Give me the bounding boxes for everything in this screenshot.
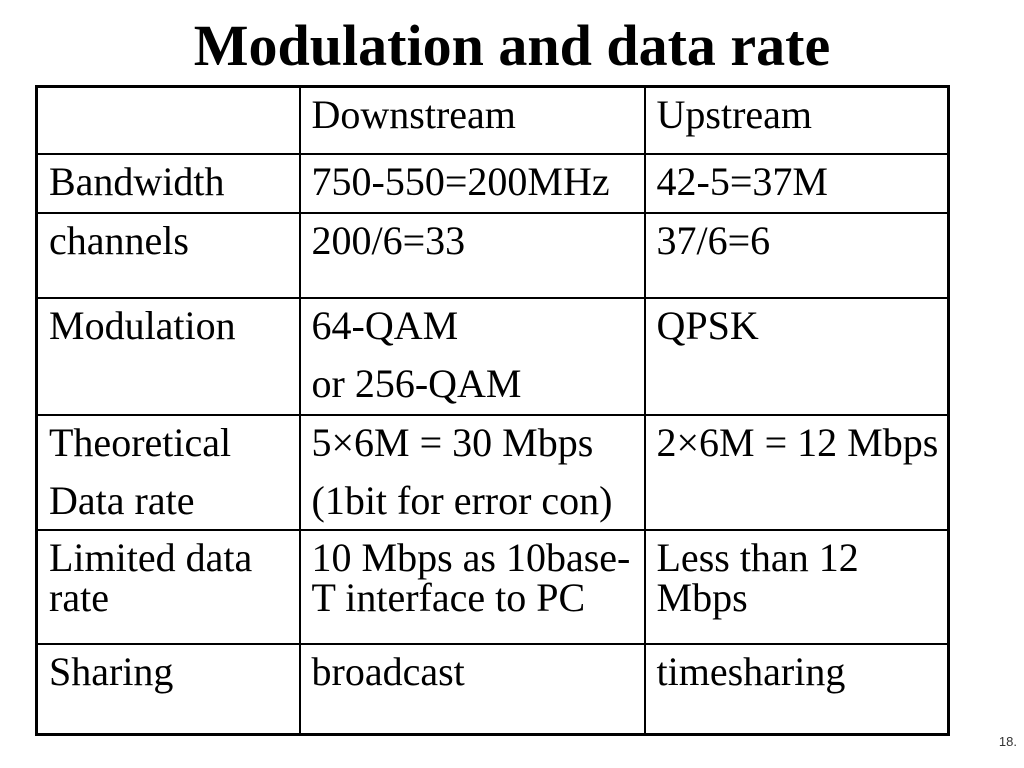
cell-paragraph: 10 Mbps as 10base- T interface to PC bbox=[311, 534, 631, 620]
cell-paragraph: 5×6M = 30 Mbps bbox=[311, 419, 594, 465]
cell-paragraph: Data rate bbox=[49, 477, 195, 523]
table-cell: channels bbox=[35, 211, 301, 299]
table-cell: timesharing bbox=[643, 642, 950, 736]
cell-paragraph: or 256-QAM bbox=[311, 360, 522, 406]
cell-paragraph: 37/6=6 bbox=[656, 217, 771, 263]
cell-paragraph: 200/6=33 bbox=[311, 217, 466, 263]
cell-paragraph: Sharing bbox=[49, 648, 174, 694]
cell-paragraph: Less than 12 Mbps bbox=[656, 534, 859, 620]
cell-paragraph: Theoretical bbox=[49, 419, 232, 465]
table-cell: 42-5=37M bbox=[643, 152, 950, 214]
cell-paragraph: 2×6M = 12 Mbps bbox=[656, 419, 939, 465]
cell-paragraph: broadcast bbox=[311, 648, 465, 694]
cell-paragraph: Downstream bbox=[311, 92, 516, 137]
table-cell: 37/6=6 bbox=[643, 211, 950, 299]
cell-paragraph: Modulation bbox=[49, 302, 236, 348]
cell-paragraph: Limited data rate bbox=[49, 534, 253, 620]
cell-paragraph: channels bbox=[49, 217, 189, 263]
table-cell: 750-550=200MHz bbox=[298, 152, 646, 214]
table-cell: 10 Mbps as 10base- T interface to PC bbox=[298, 528, 646, 645]
table-cell: 5×6M = 30 Mbps (1bit for error con) bbox=[298, 413, 646, 531]
table-cell: QPSK bbox=[643, 296, 950, 416]
header-cell-blank bbox=[35, 85, 301, 155]
table-row: Modulation 64-QAM or 256-QAM QPSK bbox=[35, 296, 950, 416]
table-row: Bandwidth 750-550=200MHz 42-5=37M bbox=[35, 152, 950, 214]
cell-paragraph: (1bit for error con) bbox=[311, 477, 613, 523]
table-cell: Bandwidth bbox=[35, 152, 301, 214]
cell-paragraph: 750-550=200MHz bbox=[311, 158, 610, 204]
header-cell-downstream: Downstream bbox=[298, 85, 646, 155]
table-cell: Limited data rate bbox=[35, 528, 301, 645]
table-cell: Modulation bbox=[35, 296, 301, 416]
cell-paragraph: 64-QAM bbox=[311, 302, 459, 348]
table-container: Downstream Upstream Bandwidth 750-550=200MH… bbox=[35, 85, 950, 736]
table-cell: Sharing bbox=[35, 642, 301, 736]
header-cell-upstream: Upstream bbox=[643, 85, 950, 155]
table-cell: broadcast bbox=[298, 642, 646, 736]
header-row: Downstream Upstream bbox=[35, 85, 950, 155]
modulation-table: Downstream Upstream Bandwidth 750-550=200MH… bbox=[35, 85, 950, 736]
table-row: Limited data rate 10 Mbps as 10base- T in… bbox=[35, 528, 950, 645]
table-cell: Less than 12 Mbps bbox=[643, 528, 950, 645]
table-row: Sharing broadcast timesharing bbox=[35, 642, 950, 736]
cell-paragraph: Bandwidth bbox=[49, 158, 225, 204]
table-cell: Theoretical Data rate bbox=[35, 413, 301, 531]
table-row: Theoretical Data rate 5×6M = 30 Mbps (1bit … bbox=[35, 413, 950, 531]
table-cell: 64-QAM or 256-QAM bbox=[298, 296, 646, 416]
slide-title: Modulation and data rate bbox=[193, 13, 831, 78]
table-cell: 200/6=33 bbox=[298, 211, 646, 299]
cell-paragraph: Upstream bbox=[656, 92, 813, 137]
cell-paragraph: timesharing bbox=[656, 648, 846, 694]
table-row: channels 200/6=33 37/6=6 bbox=[35, 211, 950, 299]
page-number: 18. bbox=[998, 734, 1017, 749]
cell-paragraph: 42-5=37M bbox=[656, 158, 828, 204]
cell-paragraph: QPSK bbox=[656, 302, 759, 348]
table-cell: 2×6M = 12 Mbps bbox=[643, 413, 950, 531]
